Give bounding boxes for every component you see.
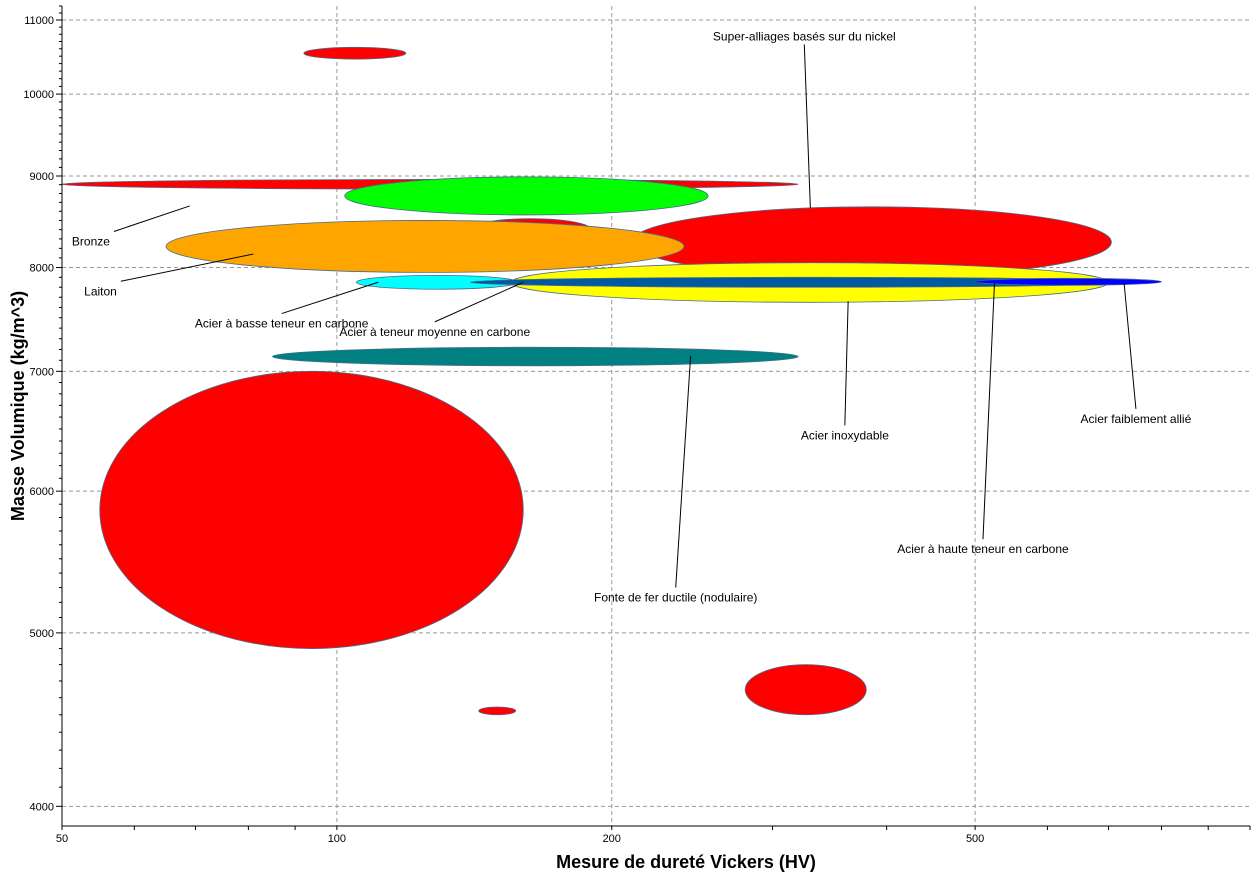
y-tick-label: 11000 [24, 15, 54, 27]
annotation-leader [675, 355, 692, 588]
y-tick-label: 4000 [30, 801, 54, 813]
bubble-12 [478, 706, 517, 716]
bubble-13 [744, 664, 867, 716]
x-tick-label: 200 [603, 833, 621, 845]
y-tick-label: 9000 [30, 171, 54, 183]
x-axis-title: Mesure de dureté Vickers (HV) [556, 852, 816, 872]
annotation-label: Laiton [84, 284, 117, 298]
bubble-11 [99, 370, 524, 649]
annotation-leader [982, 283, 995, 540]
y-axis-title: Masse Volumique (kg/m^3) [8, 291, 28, 521]
annotation-label: Fonte de fer ductile (nodulaire) [594, 591, 757, 605]
bubble-5 [165, 220, 685, 273]
bubble-1 [344, 176, 709, 216]
annotation-label: Super-alliages basés sur du nickel [713, 29, 896, 43]
annotation-leader [844, 301, 849, 426]
bubble-2 [303, 46, 407, 60]
annotation-label: Acier faiblement allié [1081, 412, 1192, 426]
annotation-leader [120, 253, 254, 282]
bubble-9 [974, 277, 1162, 286]
annotation-label: Acier inoxydable [801, 428, 889, 442]
annotation-label: Acier à teneur moyenne en carbone [339, 325, 530, 339]
bubble-10 [272, 346, 799, 367]
x-tick-label: 50 [56, 833, 68, 845]
y-tick-label: 8000 [30, 263, 54, 275]
annotation-label: Acier à haute teneur en carbone [897, 542, 1069, 556]
annotation-leader [803, 44, 811, 208]
x-tick-label: 100 [328, 833, 346, 845]
y-tick-label: 5000 [30, 628, 54, 640]
annotation-leader [434, 281, 524, 323]
annotation-leader [281, 281, 379, 315]
annotation-label: Acier à basse teneur en carbone [195, 317, 369, 331]
y-tick-label: 10000 [23, 89, 54, 101]
x-tick-label: 500 [966, 833, 984, 845]
annotation-leader [113, 205, 190, 232]
y-tick-label: 7000 [30, 366, 54, 378]
y-tick-label: 6000 [30, 486, 54, 498]
annotation-label: Bronze [72, 234, 110, 248]
annotation-leader [1123, 283, 1137, 409]
